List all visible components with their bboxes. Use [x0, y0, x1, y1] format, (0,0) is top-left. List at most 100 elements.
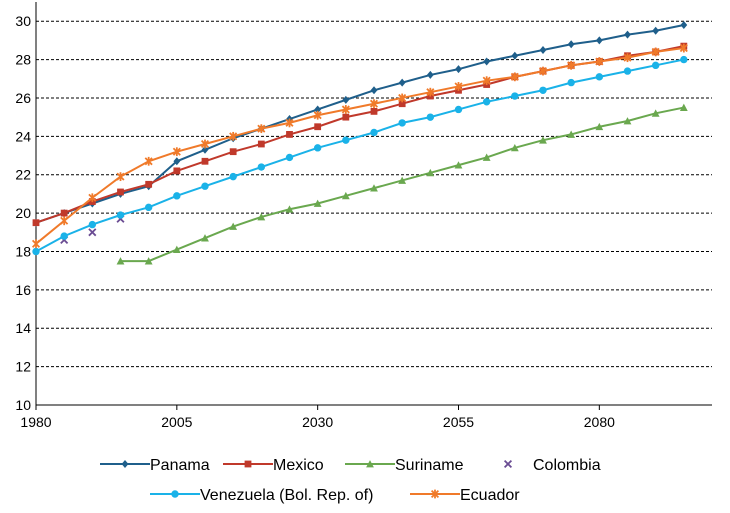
series-mexico [32, 42, 688, 227]
data-point [172, 245, 181, 253]
legend-label: Colombia [533, 457, 601, 474]
series-colombia [60, 214, 125, 244]
series-line [35, 47, 684, 245]
data-point [454, 82, 463, 91]
data-point [595, 122, 604, 131]
data-point [144, 203, 153, 212]
y-tick-label: 12 [15, 359, 31, 375]
data-point [117, 188, 124, 196]
data-point [567, 130, 576, 138]
data-point [370, 128, 378, 137]
legend-label: Mexico [273, 457, 324, 474]
y-tick-label: 20 [15, 205, 31, 221]
y-tick-label: 10 [15, 397, 31, 413]
legend-label: Ecuador [460, 487, 520, 504]
data-point [88, 193, 97, 203]
data-point [426, 168, 435, 177]
data-point [145, 180, 153, 188]
data-point [257, 124, 266, 134]
data-point [398, 176, 407, 184]
data-point [398, 119, 406, 127]
legend: Panama Mexico Suriname Colombia Venezuela (B… [100, 457, 601, 504]
y-tick-label: 26 [15, 90, 31, 106]
data-point [510, 143, 519, 152]
data-point [313, 199, 322, 207]
data-point [257, 140, 265, 148]
data-point [229, 172, 237, 181]
legend-label: Panama [150, 457, 210, 474]
data-point [116, 172, 125, 182]
data-point [144, 257, 153, 265]
data-point [483, 57, 491, 66]
x-tick-label: 2005 [161, 414, 192, 430]
series-layer [31, 21, 688, 265]
data-point [88, 228, 97, 237]
data-point [538, 66, 548, 76]
data-point [595, 73, 604, 81]
data-point [88, 220, 97, 229]
y-tick-label: 22 [15, 167, 31, 183]
grid-layer [36, 20, 712, 368]
y-tick-label: 28 [15, 52, 31, 68]
y-tick-label: 16 [15, 282, 31, 298]
data-point [455, 65, 462, 74]
data-point [201, 182, 209, 190]
legend-marker [366, 460, 374, 468]
data-point [454, 161, 463, 169]
data-point [229, 131, 238, 141]
data-point [510, 72, 519, 82]
data-point [482, 153, 491, 161]
data-point [539, 136, 547, 144]
x-tick-label: 2030 [302, 414, 333, 430]
data-point [342, 113, 350, 121]
data-point [314, 105, 322, 114]
y-tick-label: 18 [15, 243, 31, 259]
data-point [679, 43, 688, 53]
legend-item-colombia: Colombia [503, 457, 601, 474]
data-point [539, 45, 547, 54]
data-point [60, 232, 68, 240]
data-point [229, 222, 238, 230]
data-point [60, 209, 68, 217]
data-point [201, 145, 209, 154]
data-point [426, 87, 435, 97]
data-point [539, 86, 547, 94]
data-point [257, 213, 266, 221]
data-point [31, 239, 41, 249]
marker-stroke [503, 459, 513, 469]
data-point [679, 103, 688, 111]
data-point [201, 234, 209, 242]
data-point [342, 95, 350, 104]
data-point [200, 139, 210, 149]
data-point [651, 47, 660, 57]
data-point [595, 36, 603, 45]
series-panama [32, 21, 688, 227]
data-point [144, 156, 153, 166]
legend-item-suriname: Suriname [345, 457, 464, 474]
series-venezuela-bol-rep-of [32, 55, 688, 256]
data-point [370, 86, 378, 95]
data-point [398, 100, 406, 108]
data-point [595, 57, 604, 66]
series-ecuador [31, 43, 688, 249]
data-point [314, 123, 322, 131]
data-point [680, 55, 688, 64]
data-point [398, 78, 406, 87]
data-point [313, 110, 322, 120]
data-point [370, 107, 378, 115]
data-point [32, 247, 40, 256]
data-point [511, 51, 519, 60]
data-point [116, 211, 125, 219]
axis-layer: 10 12 14 16 18 20 22 24 26 28 30 1980 2005 2030 2055 20… [15, 2, 712, 430]
data-point [116, 257, 125, 265]
x-tick-label: 2080 [584, 414, 615, 430]
data-point [341, 191, 350, 200]
legend-label: Venezuela (Bol. Rep. of) [200, 487, 373, 504]
legend-marker [430, 489, 440, 499]
data-point [257, 163, 266, 171]
data-point [454, 105, 463, 114]
data-point [680, 21, 688, 30]
data-point [651, 61, 660, 70]
